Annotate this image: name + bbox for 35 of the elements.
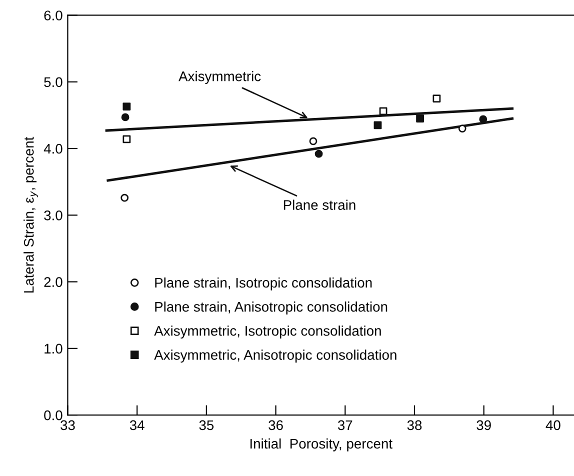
annotation: Plane strain	[284, 200, 356, 210]
point	[479, 115, 488, 124]
point	[374, 121, 382, 130]
point	[121, 113, 130, 122]
point	[122, 102, 131, 110]
point	[432, 94, 441, 102]
point	[416, 114, 424, 122]
legend-label: Axisymmetric, Isotropic consolidation	[154, 326, 381, 339]
x-tick-label: 33	[60, 420, 75, 430]
x-tick-label: 37	[338, 420, 352, 430]
y-tick-label: 0.0	[44, 410, 62, 420]
x-tick-label: 35	[199, 420, 214, 430]
legend-label: Plane strain, Isotropic consolidation	[155, 277, 372, 290]
point	[309, 137, 318, 146]
x-axis-title: Initial Porosity, percent	[250, 438, 392, 452]
x-tick-label: 36	[268, 420, 283, 430]
annotation: Axisymmetric	[178, 71, 261, 84]
y-axis-title: Lateral Strain, ε$_{y}$, percent	[24, 136, 38, 292]
y-tick-label: 3.0	[44, 210, 62, 220]
x-tick-label: 34	[130, 420, 144, 430]
y-tick-label: 6.0	[44, 10, 62, 20]
x-tick-label: 40	[546, 420, 560, 430]
point	[379, 107, 388, 116]
y-tick-label: 4.0	[44, 144, 62, 154]
legend-label: Plane strain, Anisotropic consolidation	[155, 302, 388, 314]
legend-label: Axisymmetric, Anisotropic consolidation	[154, 350, 396, 363]
point	[120, 194, 129, 202]
point	[314, 150, 323, 158]
x-tick-label: 38	[407, 420, 422, 430]
y-tick-label: 1.0	[44, 344, 62, 354]
y-tick-label: 2.0	[44, 277, 62, 287]
x-tick-label: 39	[476, 420, 491, 430]
y-tick-label: 5.0	[44, 77, 62, 88]
point	[458, 124, 466, 132]
point	[122, 135, 131, 144]
